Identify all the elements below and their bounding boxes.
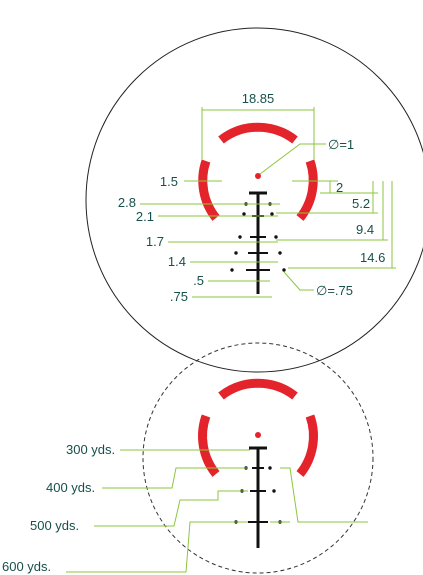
top-holdover-dot — [270, 212, 274, 216]
label-holdover-dot-diameter: ∅=.75 — [316, 283, 353, 298]
top-scope-circle — [85, 27, 423, 373]
top-dimension-lines — [140, 107, 396, 298]
leader-500 — [94, 490, 248, 527]
leader-right — [280, 467, 368, 523]
label-width-2-1: 2.1 — [136, 209, 154, 224]
bottom-holdover-dot — [268, 466, 272, 470]
top-ring-arc-upper — [218, 122, 298, 144]
label-width-1-7: 1.7 — [146, 234, 164, 249]
dim-line-holdover-leader — [283, 271, 314, 291]
yardage-label-300: 300 yds. — [66, 442, 115, 457]
top-holdover-dot — [238, 235, 242, 239]
bottom-ring-arc-left — [198, 414, 220, 477]
top-holdover-dot — [230, 268, 234, 272]
top-dimension-labels: 18.85 ∅=1 1.5 2 5.2 9.4 14.6 2.8 2.1 1.7… — [118, 91, 385, 304]
leader-600 — [66, 521, 248, 573]
label-dot-diameter: ∅=1 — [328, 137, 354, 152]
bottom-ring-arc-upper — [218, 378, 298, 400]
yardage-label-500: 500 yds. — [30, 518, 79, 533]
label-offset-5-2: 5.2 — [352, 196, 370, 211]
bottom-stadia — [234, 446, 282, 548]
bottom-reticle: 300 yds. 400 yds. 500 yds. 600 yds. — [2, 342, 374, 574]
top-holdover-dot — [282, 268, 286, 272]
top-holdover-dot — [274, 235, 278, 239]
bottom-leader-lines — [66, 449, 368, 573]
leader-400 — [102, 467, 248, 489]
top-holdover-dot — [234, 251, 238, 255]
top-center-dot — [255, 173, 261, 179]
bottom-red-ring — [198, 378, 318, 477]
bottom-holdover-dot — [272, 489, 276, 493]
label-outer-width: 18.85 — [242, 91, 275, 106]
dim-line-dot-leader — [259, 143, 326, 175]
label-width-2-8: 2.8 — [118, 195, 136, 210]
yardage-label-600: 600 yds. — [2, 559, 51, 574]
top-holdover-dot — [242, 212, 246, 216]
top-stadia — [230, 191, 286, 294]
bottom-ring-arc-right — [296, 414, 318, 477]
yardage-label-400: 400 yds. — [46, 480, 95, 495]
top-reticle: 18.85 ∅=1 1.5 2 5.2 9.4 14.6 2.8 2.1 1.7… — [85, 27, 423, 373]
top-ring-arc-right — [296, 159, 318, 221]
yardage-labels: 300 yds. 400 yds. 500 yds. 600 yds. — [2, 442, 115, 574]
label-width-1-4: 1.4 — [168, 254, 186, 269]
top-ring-arc-left — [198, 159, 220, 221]
label-ring-gap: 1.5 — [160, 174, 178, 189]
bottom-center-dot — [255, 432, 261, 438]
bottom-scope-circle — [142, 342, 374, 574]
top-holdover-dot — [278, 251, 282, 255]
label-offset-9-4: 9.4 — [356, 222, 374, 237]
label-width-75: .75 — [170, 289, 188, 304]
label-offset-2: 2 — [336, 180, 343, 195]
label-width-5: .5 — [193, 273, 204, 288]
label-offset-14-6: 14.6 — [360, 250, 385, 265]
